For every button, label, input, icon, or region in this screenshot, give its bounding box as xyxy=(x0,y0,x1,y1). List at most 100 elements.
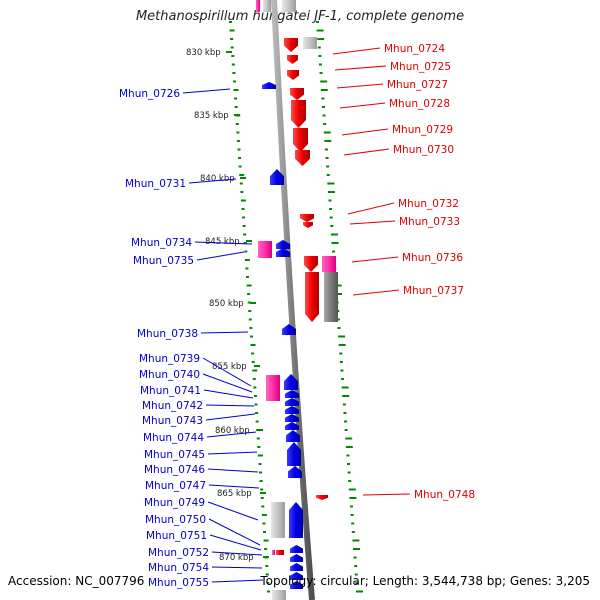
label-connector xyxy=(334,65,387,71)
scale-label: 835 kbp xyxy=(194,111,229,121)
label-connector xyxy=(332,47,381,55)
gene-label-mhun-0738[interactable]: Mhun_0738 xyxy=(137,328,198,340)
feature-block[interactable] xyxy=(266,375,280,401)
label-connector xyxy=(211,551,263,556)
gene-label-mhun-0735[interactable]: Mhun_0735 xyxy=(133,255,194,267)
gene-arrow-reverse[interactable] xyxy=(276,248,290,257)
gene-arrow-forward[interactable] xyxy=(293,128,308,152)
gene-arrow-reverse[interactable] xyxy=(285,422,299,430)
scale-label: 865 kbp xyxy=(217,489,252,499)
label-connectors xyxy=(182,47,411,583)
gene-label-mhun-0747[interactable]: Mhun_0747 xyxy=(145,480,206,492)
label-connector xyxy=(188,178,237,184)
feature-block[interactable] xyxy=(271,502,285,538)
label-connector xyxy=(208,484,260,489)
gene-label-mhun-0739[interactable]: Mhun_0739 xyxy=(139,353,200,365)
gene-arrow-reverse[interactable] xyxy=(287,442,301,466)
accession-label: Accession: NC_007796 xyxy=(8,574,145,588)
gene-label-mhun-0749[interactable]: Mhun_0749 xyxy=(144,497,205,509)
gene-label-mhun-0752[interactable]: Mhun_0752 xyxy=(148,547,209,559)
gene-label-mhun-0750[interactable]: Mhun_0750 xyxy=(145,514,206,526)
scale-label: 845 kbp xyxy=(205,237,240,247)
label-connector xyxy=(200,331,249,334)
gene-arrow-forward[interactable] xyxy=(316,495,328,500)
gene-label-mhun-0755[interactable]: Mhun_0755 xyxy=(148,577,209,589)
gene-label-mhun-0728[interactable]: Mhun_0728 xyxy=(389,98,450,110)
label-connector xyxy=(202,373,253,393)
label-connector xyxy=(209,534,262,551)
gene-label-mhun-0740[interactable]: Mhun_0740 xyxy=(139,369,200,381)
feature-block[interactable] xyxy=(272,550,275,555)
gene-label-mhun-0751[interactable]: Mhun_0751 xyxy=(146,530,207,542)
gene-arrow-reverse[interactable] xyxy=(289,502,303,538)
gene-arrow-reverse[interactable] xyxy=(262,82,276,89)
gene-arrow-reverse[interactable] xyxy=(288,466,302,478)
label-connector xyxy=(347,202,395,215)
label-connector xyxy=(341,128,389,136)
feature-block[interactable] xyxy=(322,256,336,272)
gene-arrow-forward[interactable] xyxy=(305,272,319,322)
gene-arrow-reverse[interactable] xyxy=(276,240,290,249)
gene-arrow-forward[interactable] xyxy=(287,70,299,80)
gene-arrow-reverse[interactable] xyxy=(284,374,298,390)
label-connector xyxy=(211,579,264,583)
label-connector xyxy=(343,148,390,156)
feature-block[interactable] xyxy=(282,0,296,12)
gene-label-mhun-0742[interactable]: Mhun_0742 xyxy=(142,400,203,412)
gene-label-mhun-0725[interactable]: Mhun_0725 xyxy=(390,61,451,73)
scale-label: 830 kbp xyxy=(186,48,221,58)
gc-skew-ticks xyxy=(229,21,363,593)
gene-label-mhun-0726[interactable]: Mhun_0726 xyxy=(119,88,180,100)
gene-arrow-reverse[interactable] xyxy=(290,581,303,589)
scale-label: 860 kbp xyxy=(215,426,250,436)
feature-block[interactable] xyxy=(272,590,286,600)
gene-label-mhun-0733[interactable]: Mhun_0733 xyxy=(399,216,460,228)
gene-arrow-forward[interactable] xyxy=(284,38,298,52)
genome-summary: Topology: circular; Length: 3,544,738 bp… xyxy=(260,574,590,588)
gene-label-mhun-0754[interactable]: Mhun_0754 xyxy=(148,562,209,574)
scale-label: 850 kbp xyxy=(209,299,244,309)
feature-block[interactable] xyxy=(303,37,317,49)
gene-arrow-reverse[interactable] xyxy=(286,430,300,442)
gene-arrow-forward[interactable] xyxy=(304,256,318,272)
gene-arrow-reverse[interactable] xyxy=(285,414,299,422)
gene-arrow-reverse[interactable] xyxy=(282,324,296,335)
gene-label-mhun-0748[interactable]: Mhun_0748 xyxy=(414,489,475,501)
gene-arrow-forward[interactable] xyxy=(300,214,314,222)
gene-label-mhun-0729[interactable]: Mhun_0729 xyxy=(392,124,453,136)
gene-label-mhun-0741[interactable]: Mhun_0741 xyxy=(140,385,201,397)
gene-label-mhun-0745[interactable]: Mhun_0745 xyxy=(144,449,205,461)
gene-arrow-reverse[interactable] xyxy=(285,398,299,406)
gene-label-mhun-0744[interactable]: Mhun_0744 xyxy=(143,432,204,444)
gene-label-mhun-0746[interactable]: Mhun_0746 xyxy=(144,464,205,476)
gene-label-mhun-0727[interactable]: Mhun_0727 xyxy=(387,79,448,91)
gene-arrow-reverse[interactable] xyxy=(290,554,303,562)
gene-label-mhun-0743[interactable]: Mhun_0743 xyxy=(142,415,203,427)
gene-arrow-reverse[interactable] xyxy=(290,572,303,580)
gene-arrow-forward[interactable] xyxy=(291,100,306,128)
gene-label-mhun-0736[interactable]: Mhun_0736 xyxy=(402,252,463,264)
gene-arrow-forward[interactable] xyxy=(290,88,304,100)
scale-label: 855 kbp xyxy=(212,362,247,372)
gene-arrow-reverse[interactable] xyxy=(285,406,299,414)
gene-arrow-reverse[interactable] xyxy=(285,390,299,398)
feature-block[interactable] xyxy=(263,0,271,12)
gene-label-mhun-0737[interactable]: Mhun_0737 xyxy=(403,285,464,297)
gene-label-mhun-0732[interactable]: Mhun_0732 xyxy=(398,198,459,210)
gene-label-mhun-0730[interactable]: Mhun_0730 xyxy=(393,144,454,156)
feature-block[interactable] xyxy=(276,550,284,555)
gene-arrow-forward[interactable] xyxy=(287,55,298,64)
feature-block[interactable] xyxy=(256,0,260,12)
gene-arrow-forward[interactable] xyxy=(295,150,310,166)
gene-arrow-reverse[interactable] xyxy=(290,563,303,571)
gene-label-mhun-0734[interactable]: Mhun_0734 xyxy=(131,237,192,249)
gene-arrow-reverse[interactable] xyxy=(270,169,284,185)
gene-arrow-forward[interactable] xyxy=(303,222,313,228)
feature-block[interactable] xyxy=(258,241,272,258)
feature-block[interactable] xyxy=(324,272,338,322)
gene-arrow-reverse[interactable] xyxy=(290,545,303,553)
label-connector xyxy=(205,404,255,407)
gene-label-mhun-0731[interactable]: Mhun_0731 xyxy=(125,178,186,190)
map-title: Methanospirillum hungatei JF-1, complete… xyxy=(135,9,465,24)
gene-label-mhun-0724[interactable]: Mhun_0724 xyxy=(384,43,445,55)
